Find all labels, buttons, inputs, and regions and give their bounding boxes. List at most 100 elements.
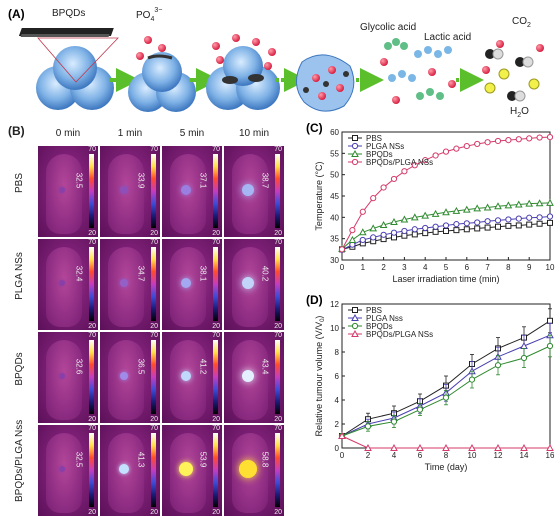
- y-tick-label: 8: [335, 348, 340, 357]
- panel-a-label: (A): [8, 7, 25, 21]
- data-point: [515, 136, 522, 143]
- data-point: [452, 206, 461, 214]
- scale-min-label: 20: [88, 230, 96, 237]
- x-tick-label: 4: [423, 263, 428, 272]
- x-tick-label: 9: [527, 263, 532, 272]
- y-tick-label: 12: [330, 300, 339, 309]
- scale-max-label: 70: [274, 425, 282, 432]
- data-point: [442, 222, 450, 229]
- data-point: [390, 175, 398, 183]
- data-point: [442, 394, 450, 401]
- color-scale-bar: [89, 340, 94, 414]
- scale-max-label: 70: [88, 239, 96, 246]
- temperature-readout: 34.7: [136, 265, 146, 282]
- data-point: [432, 228, 439, 235]
- color-scale-bar: [275, 247, 280, 321]
- data-point: [422, 224, 429, 232]
- scale-min-label: 20: [150, 230, 158, 237]
- y-tick-label: 30: [330, 256, 339, 265]
- thermal-image: 40.2 70 20: [224, 239, 284, 330]
- scale-max-label: 70: [212, 332, 220, 339]
- temperature-readout: 40.2: [260, 265, 270, 282]
- time-column-header: 1 min: [117, 128, 143, 139]
- tumour-hotspot: [120, 372, 128, 380]
- data-point: [535, 199, 544, 207]
- data-point: [453, 227, 460, 234]
- data-point: [546, 342, 554, 350]
- data-point: [443, 227, 449, 234]
- data-point: [505, 222, 512, 229]
- temperature-readout: 58.8: [260, 451, 270, 468]
- x-tick-label: 5: [444, 263, 449, 272]
- data-point: [390, 443, 398, 451]
- scale-max-label: 70: [212, 425, 220, 432]
- group-row-label: PLGA NSs: [14, 251, 25, 300]
- data-point: [484, 139, 491, 146]
- data-point: [520, 341, 528, 349]
- scale-min-label: 20: [212, 230, 220, 237]
- data-point: [432, 223, 439, 230]
- tumour-hotspot: [120, 186, 128, 194]
- glycolic-acid-label: Glycolic acid: [360, 22, 416, 33]
- color-scale-bar: [275, 433, 280, 507]
- legend-marker: [351, 142, 359, 150]
- data-point: [453, 145, 460, 152]
- data-point: [468, 376, 476, 383]
- thermal-image: 58.8 70 20: [224, 425, 284, 516]
- x-tick-label: 14: [520, 451, 529, 460]
- temperature-readout: 36.5: [136, 358, 146, 375]
- data-point: [390, 217, 398, 226]
- x-tick-label: 3: [402, 263, 407, 272]
- data-point: [431, 209, 440, 217]
- data-point: [547, 219, 553, 226]
- panel-label: (D): [306, 293, 323, 307]
- scale-max-label: 70: [88, 146, 96, 153]
- data-point: [526, 135, 533, 142]
- data-point: [411, 231, 418, 238]
- x-tick-label: 8: [444, 451, 449, 460]
- data-point: [348, 235, 357, 243]
- phosphate-label: PO43−: [136, 7, 162, 23]
- co2-h2o-products: [482, 40, 544, 102]
- data-point: [547, 317, 553, 324]
- data-point: [526, 221, 533, 228]
- tumour-hotspot: [119, 464, 129, 474]
- temperature-readout: 41.3: [136, 451, 146, 468]
- data-point: [484, 218, 491, 225]
- x-tick-label: 2: [366, 451, 371, 460]
- data-point: [390, 229, 398, 236]
- data-point: [411, 226, 418, 233]
- x-tick-label: 0: [340, 451, 345, 460]
- color-scale-bar: [213, 247, 218, 321]
- mouse-silhouette: [46, 154, 82, 234]
- scale-min-label: 20: [212, 323, 220, 330]
- data-point: [338, 431, 346, 439]
- scale-min-label: 20: [150, 323, 158, 330]
- data-point: [536, 220, 543, 227]
- scale-min-label: 20: [150, 509, 158, 516]
- mouse-silhouette: [108, 247, 144, 327]
- y-tick-label: 50: [330, 171, 339, 180]
- data-point: [515, 222, 522, 229]
- data-point: [494, 443, 502, 451]
- series-group: [338, 134, 554, 253]
- tumour-hotspot: [239, 460, 257, 478]
- x-tick-label: 16: [546, 451, 555, 460]
- tumour-hotspot: [59, 187, 65, 193]
- thermal-image: 41.2 70 20: [162, 332, 222, 423]
- scale-max-label: 70: [150, 146, 158, 153]
- data-point: [359, 236, 366, 244]
- scale-min-label: 20: [274, 230, 282, 237]
- color-scale-bar: [151, 433, 156, 507]
- legend-label: BPQDs/PLGA NSs: [366, 330, 433, 339]
- scale-min-label: 20: [274, 416, 282, 423]
- y-tick-label: 35: [330, 235, 339, 244]
- y-axis-title: Temperature (°C): [314, 161, 324, 230]
- scale-min-label: 20: [274, 509, 282, 516]
- data-point: [453, 221, 460, 228]
- temperature-readout: 33.9: [136, 172, 146, 189]
- scale-max-label: 70: [150, 239, 158, 246]
- data-point: [422, 230, 429, 237]
- color-scale-bar: [89, 247, 94, 321]
- data-point: [484, 224, 491, 231]
